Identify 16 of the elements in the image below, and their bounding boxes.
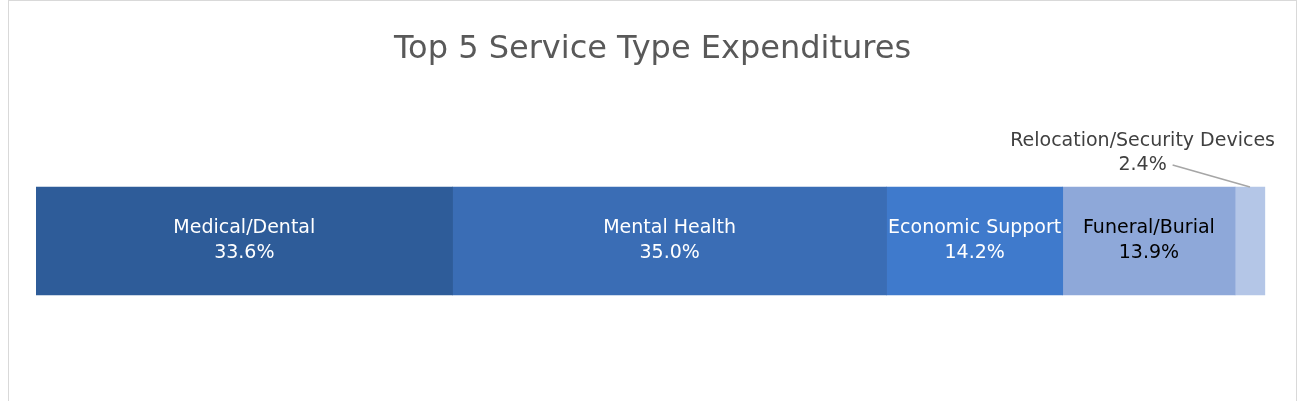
data-label: 2.4% — [1118, 151, 1167, 174]
data-label: 14.2% — [944, 240, 1005, 263]
series-label: Economic Support — [888, 215, 1062, 238]
bar — [1062, 186, 1236, 296]
data-label: 33.6% — [214, 240, 275, 263]
bar — [886, 186, 1064, 296]
chart-title: Top 5 Service Type Expenditures — [392, 28, 912, 67]
bar — [36, 186, 453, 296]
bar — [452, 186, 887, 296]
series-label: Mental Health — [603, 215, 737, 238]
series-label: Funeral/Burial — [1082, 215, 1215, 238]
series-label: Medical/Dental — [173, 215, 316, 238]
bar — [1234, 186, 1266, 296]
data-label: 13.9% — [1118, 240, 1180, 263]
text: Relocation/Security Devices — [1010, 127, 1276, 150]
data-label: 35.0% — [639, 240, 700, 263]
